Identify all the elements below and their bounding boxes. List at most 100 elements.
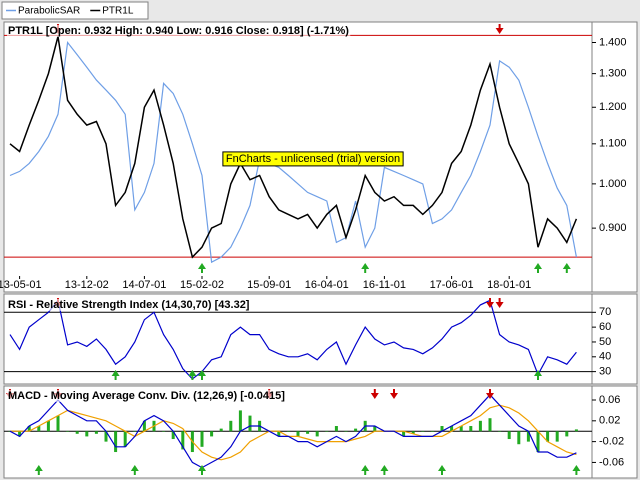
sell-signal [390, 393, 398, 399]
histogram-bar [85, 431, 89, 437]
series-line [10, 404, 577, 461]
histogram-bar [123, 431, 127, 447]
histogram-bar [555, 431, 559, 442]
histogram-bar [565, 431, 569, 437]
sell-signal [486, 393, 494, 399]
histogram-bar [229, 420, 233, 432]
y-tick-label: -0.06 [599, 456, 624, 468]
sell-signal [495, 302, 504, 308]
histogram-bar [517, 431, 521, 445]
y-tick-label: 0.900 [599, 222, 627, 234]
histogram-bar [421, 431, 425, 432]
sell-signal [370, 393, 379, 399]
panel-title-bg [7, 24, 351, 37]
histogram-bar [200, 431, 204, 447]
histogram-bar [238, 410, 242, 432]
y-tick-label: 1.300 [599, 68, 627, 80]
histogram-bar [219, 428, 223, 432]
buy-signal [111, 370, 120, 376]
histogram-bar [181, 431, 185, 450]
histogram-bar [210, 431, 214, 437]
watermark: FnCharts - unlicensed (trial) version [226, 153, 400, 165]
panel-title-bg [7, 298, 251, 311]
buy-signal [34, 465, 43, 471]
histogram-bar [27, 426, 31, 432]
histogram-bar [18, 431, 22, 437]
y-tick-label: 60 [599, 321, 611, 333]
histogram-bar [133, 431, 137, 432]
histogram-bar [94, 431, 98, 434]
histogram-bar [56, 415, 60, 432]
sell-signal [495, 28, 504, 34]
buy-signal [380, 465, 389, 471]
watermark-box [222, 151, 404, 167]
panel-title-bg [7, 389, 287, 402]
x-tick-label: 15-09-01 [247, 279, 291, 291]
x-tick-label: 16-11-01 [363, 279, 406, 291]
histogram-bar [430, 431, 434, 432]
y-tick-label: 1.100 [599, 138, 627, 150]
histogram-bar [411, 431, 415, 434]
buy-signal [188, 370, 197, 376]
histogram-bar [344, 431, 348, 432]
y-tick-label: 1.200 [599, 101, 627, 113]
buy-signal [130, 465, 139, 471]
histogram-bar [488, 418, 492, 432]
histogram-bar [46, 420, 50, 432]
y-tick-label: 30 [599, 366, 611, 378]
panel-title: RSI - Relative Strength Index (14,30,70)… [8, 299, 250, 311]
buy-signal [361, 465, 370, 471]
histogram-bar [334, 426, 338, 432]
histogram-bar [450, 426, 454, 432]
buy-signal [534, 370, 542, 376]
histogram-bar [75, 431, 79, 434]
histogram-bar [478, 420, 482, 432]
histogram-bar [296, 431, 300, 437]
histogram-bar [354, 428, 358, 432]
histogram-bar [162, 431, 166, 432]
buy-signal [534, 263, 542, 269]
y-tick-label: 50 [599, 336, 611, 348]
histogram-bar [315, 431, 319, 437]
x-tick-label: 16-04-01 [305, 279, 349, 291]
histogram-bar [469, 426, 473, 432]
buy-signal [198, 370, 206, 376]
x-tick-label: 15-02-02 [180, 279, 224, 291]
buy-signal [572, 465, 581, 471]
histogram-bar [459, 426, 463, 432]
histogram-bar [498, 431, 502, 432]
histogram-bar [526, 431, 530, 442]
buy-signal [562, 263, 571, 269]
series-line [9, 393, 577, 469]
y-tick-label: 0.02 [599, 415, 620, 427]
histogram-bar [37, 426, 41, 432]
x-tick-label: 13-05-01 [0, 279, 42, 291]
buy-signal [198, 263, 206, 269]
histogram-bar [277, 431, 281, 437]
x-tick-label: 17-06-01 [430, 279, 474, 291]
x-tick-label: 14-07-01 [122, 279, 166, 291]
histogram-bar [507, 431, 511, 440]
histogram-bar [536, 431, 540, 453]
histogram-bar [248, 415, 252, 432]
panel-title: PTR1L [Open: 0.932 High: 0.940 Low: 0.91… [8, 25, 349, 37]
buy-signal [438, 465, 446, 471]
histogram-bar [373, 426, 377, 432]
histogram-bar [114, 431, 118, 453]
histogram-bar [546, 431, 550, 442]
y-tick-label: -0.02 [599, 436, 624, 448]
series-line [9, 299, 577, 380]
x-tick-label: 13-12-02 [65, 279, 109, 291]
histogram-bar [142, 420, 146, 432]
legend-label: ParabolicSAR [18, 6, 80, 17]
legend-label: PTR1L [102, 6, 134, 17]
y-tick-label: 70 [599, 306, 611, 318]
histogram-bar [66, 431, 70, 432]
panel-title: MACD - Moving Average Conv. Div. (12,26,… [8, 390, 285, 402]
legend-box [1, 1, 149, 20]
x-tick-label: 18-01-01 [487, 279, 531, 291]
y-tick-label: 1.000 [599, 178, 627, 190]
sell-signal [486, 302, 494, 308]
